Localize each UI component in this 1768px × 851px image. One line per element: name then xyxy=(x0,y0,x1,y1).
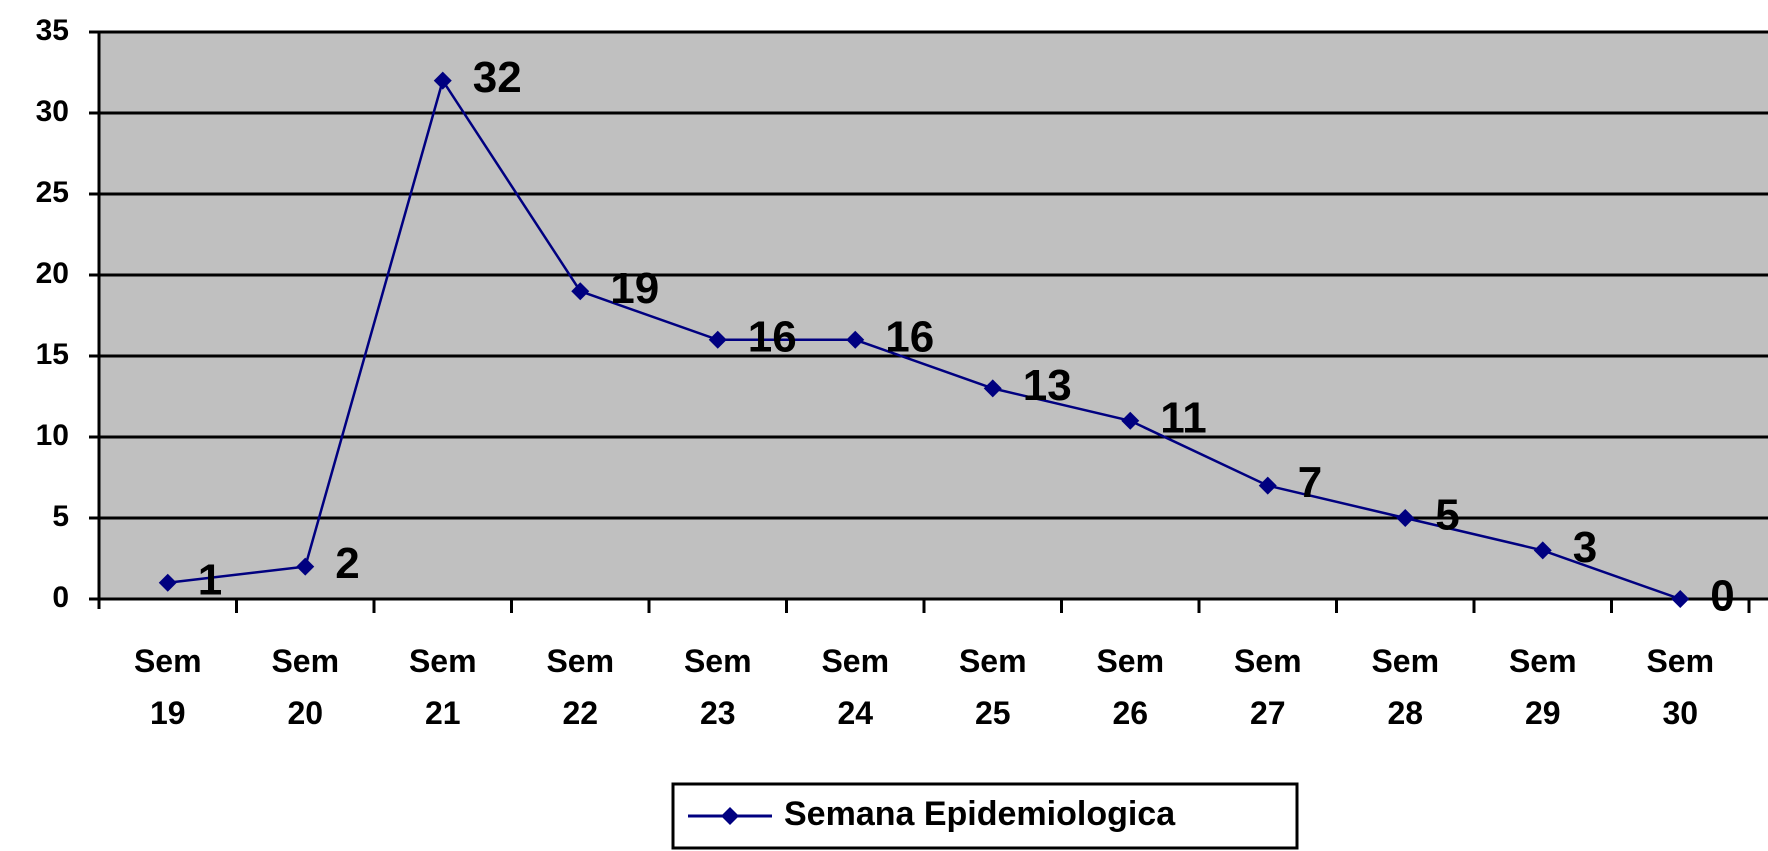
marker xyxy=(1258,476,1277,495)
data-label: 1 xyxy=(198,555,222,604)
data-label: 13 xyxy=(1023,361,1072,410)
marker xyxy=(1533,541,1552,560)
x-tick-label: Sem 24 xyxy=(821,643,890,731)
x-tick-label: Sem 27 xyxy=(1233,643,1302,731)
y-tick-label: 0 xyxy=(52,581,69,614)
data-label: 11 xyxy=(1160,393,1207,442)
legend-marker xyxy=(721,807,739,825)
data-label: 19 xyxy=(610,264,659,313)
y-tick-label: 15 xyxy=(36,338,69,371)
x-tick-label: Sem 23 xyxy=(683,643,752,731)
data-label: 2 xyxy=(335,539,359,588)
data-label: 32 xyxy=(473,53,522,102)
x-tick-label: Sem 28 xyxy=(1371,643,1440,731)
y-tick-label: 35 xyxy=(36,14,69,47)
legend-label: Semana Epidemiologica xyxy=(784,795,1176,833)
x-tick-label: Sem 25 xyxy=(958,643,1027,731)
marker xyxy=(983,379,1002,398)
data-label: 16 xyxy=(748,312,797,361)
data-label: 16 xyxy=(885,312,934,361)
marker xyxy=(1121,411,1140,430)
legend-box xyxy=(671,782,1299,850)
y-tick-label: 10 xyxy=(36,419,69,452)
data-label: 0 xyxy=(1710,572,1734,621)
marker xyxy=(296,557,315,576)
y-tick-label: 20 xyxy=(36,257,69,290)
marker xyxy=(158,573,177,592)
x-tick-label: Sem 20 xyxy=(271,643,340,731)
x-tick-label: Sem 22 xyxy=(546,643,615,731)
data-label: 5 xyxy=(1435,491,1459,540)
marker xyxy=(708,330,727,349)
y-tick-label: 25 xyxy=(36,176,69,209)
marker xyxy=(571,282,590,301)
x-tick-label: Sem 26 xyxy=(1096,643,1165,731)
y-tick-label: 30 xyxy=(36,95,69,128)
x-tick-label: Sem 30 xyxy=(1646,643,1715,731)
x-tick-label: Sem 19 xyxy=(133,643,202,731)
marker xyxy=(1396,509,1415,527)
x-tick-label: Sem 21 xyxy=(408,643,477,731)
data-label: 3 xyxy=(1573,523,1597,572)
y-tick-label: 5 xyxy=(52,500,69,533)
marker xyxy=(433,71,452,90)
data-label: 7 xyxy=(1298,458,1322,507)
marker xyxy=(846,330,865,349)
x-tick-label: Sem 29 xyxy=(1508,643,1577,731)
series-line xyxy=(167,77,1681,601)
marker xyxy=(1671,590,1690,608)
